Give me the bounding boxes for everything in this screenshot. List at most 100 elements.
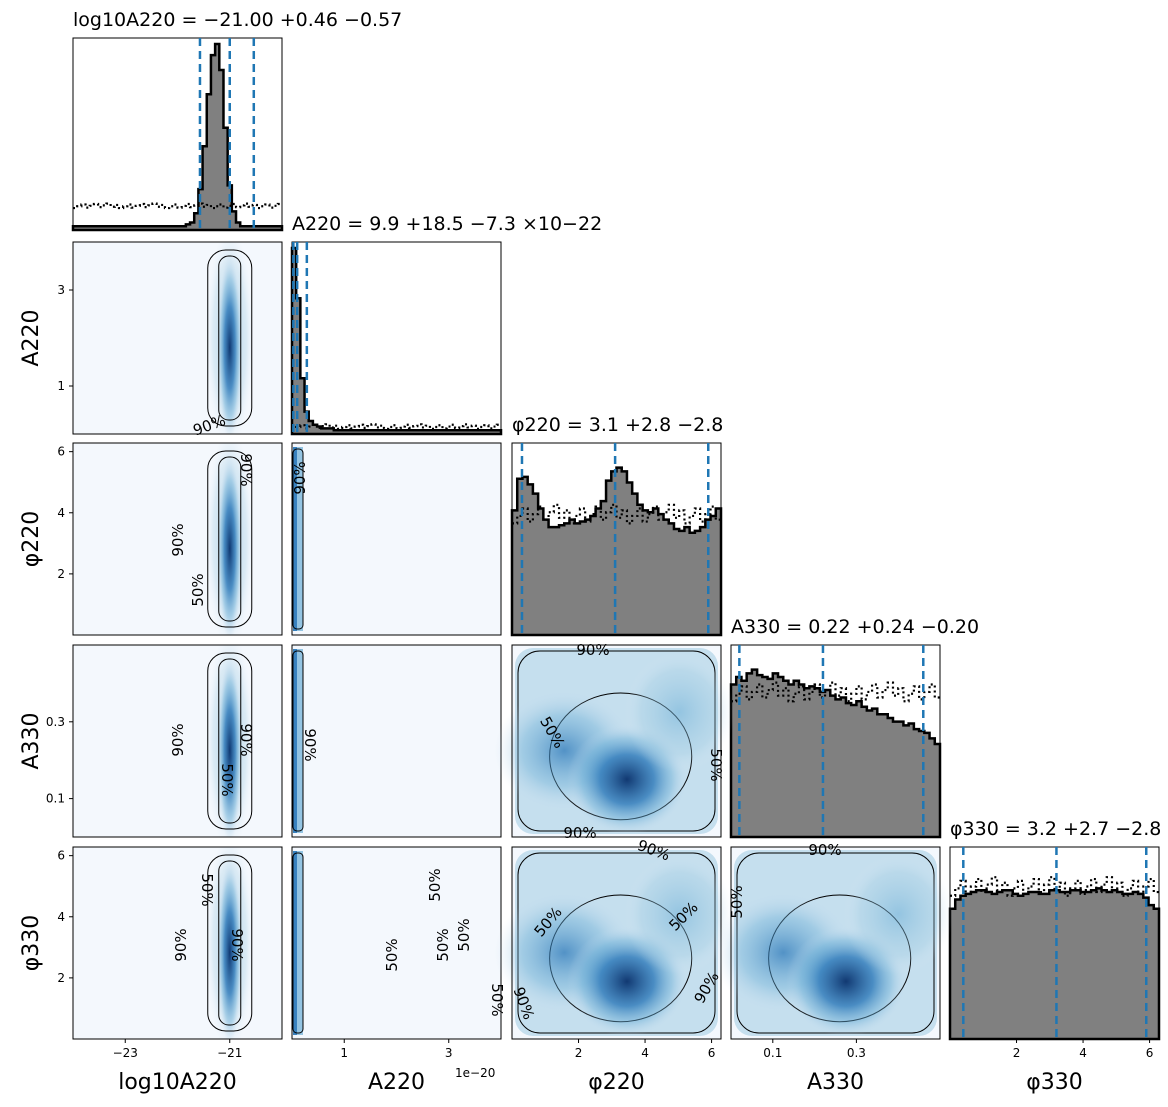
panel-A220-phi220-peak xyxy=(293,447,297,631)
y-axis-label-phi330: φ330 xyxy=(19,915,44,972)
y-tick-label-A220-1: 3 xyxy=(57,283,65,297)
panel-A220-A330-density xyxy=(292,649,304,833)
contour-label-q: 50% xyxy=(383,938,401,971)
panel-A220-A330-core xyxy=(293,649,303,833)
panel-log10A220-A330-density xyxy=(205,645,254,837)
contour-label-j: 90% xyxy=(169,723,187,756)
panel-log10A220-phi330-contour-90 xyxy=(207,854,253,1032)
panel-A330-phi330-blob-c xyxy=(843,854,954,975)
panel-phi220-phi330-blob-c xyxy=(624,854,735,975)
y-tick-label-phi220-1: 4 xyxy=(57,506,65,520)
y-tick-label-A330-0: 0.1 xyxy=(46,792,65,806)
panel-A220-phi220-bg xyxy=(292,443,501,635)
x-axis-label-phi220: φ220 xyxy=(588,1070,645,1095)
title-A330: A330 = 0.22 +0.24 −0.20 xyxy=(731,616,979,638)
panel-A220-phi330-peak xyxy=(293,851,297,1035)
panel-log10A220-A330-contour-90 xyxy=(207,652,253,830)
panel-A330-phi330-frame xyxy=(730,846,941,1040)
contour-label-f: 90% xyxy=(576,641,609,659)
title-phi330: φ330 = 3.2 +2.7 −2.8 xyxy=(950,818,1161,840)
contour-label-t: 50% xyxy=(455,918,473,951)
panel-log10A220-phi220-contour-50 xyxy=(218,456,242,622)
y-axis-label-phi220: φ220 xyxy=(19,511,44,568)
hist-fill-phi330 xyxy=(950,888,1159,1039)
x-axis-label-phi330: φ330 xyxy=(1026,1070,1083,1095)
contour-label-z: 90% xyxy=(808,841,841,859)
labels-layer: log10A220 = −21.00 +0.46 −0.57 A220 = 9.9… xyxy=(19,9,1161,1095)
prior-outline-A220 xyxy=(292,423,501,430)
x-tick-label-A330-0: 0.1 xyxy=(763,1046,782,1060)
x-tick-label-A330-1: 0.3 xyxy=(847,1046,866,1060)
x-axis-label-A330: A330 xyxy=(807,1070,864,1095)
prior-outline-phi220 xyxy=(512,503,721,525)
panel-log10A220-phi330-contour-50 xyxy=(218,860,242,1026)
hist-outline-A330 xyxy=(729,668,942,839)
x-axis-label-A220: A220 xyxy=(368,1070,425,1095)
panel-log10A220-phi330-density xyxy=(205,847,254,1039)
x-tick-label-phi220-1: 4 xyxy=(641,1046,649,1060)
prior-outline-phi330 xyxy=(950,876,1159,897)
contour-label-b: 90% xyxy=(237,453,255,486)
y-tick-label-A220-0: 1 xyxy=(57,379,65,393)
title-A220: A220 = 9.9 +18.5 −7.3 ×10−22 xyxy=(292,213,602,235)
title-log10A220: log10A220 = −21.00 +0.46 −0.57 xyxy=(73,9,402,31)
hist-panel-A220 xyxy=(291,241,502,435)
panel-A220-phi330-contour-90 xyxy=(292,852,304,1034)
panel-A220-phi330-core xyxy=(293,851,303,1035)
x-tick-label-phi330-1: 4 xyxy=(1079,1046,1087,1060)
panel-A220-phi220-contour-90 xyxy=(292,448,304,630)
panel-log10A220-phi220-contour-90 xyxy=(207,450,253,628)
contour-label-p: 90% xyxy=(228,928,246,961)
panel-A220-A330-bg xyxy=(292,645,501,837)
contour-label-d: 50% xyxy=(189,573,207,606)
contour-label-c: 90% xyxy=(169,523,187,556)
x-tick-label-phi220-2: 6 xyxy=(708,1046,716,1060)
x-tick-label-phi330-0: 2 xyxy=(1013,1046,1021,1060)
x-tick-label-log10A220-0: −23 xyxy=(113,1046,138,1060)
panel-phi220-A330-frame xyxy=(511,644,722,838)
contour-label-o: 90% xyxy=(172,928,190,961)
panel-A220-phi330-bg xyxy=(292,847,501,1039)
panel-log10A220-A220-contour-50 xyxy=(218,255,242,421)
panels-layer xyxy=(69,37,1161,1043)
panel-log10A220-A220-contour-90 xyxy=(207,249,253,427)
title-phi220: φ220 = 3.1 +2.8 −2.8 xyxy=(512,414,723,436)
contour-label-e: 90% xyxy=(291,461,309,494)
panel-log10A220-A330-core xyxy=(217,658,242,837)
y-axis-label-A220: A220 xyxy=(19,309,44,366)
y-tick-label-phi330-1: 4 xyxy=(57,910,65,924)
x-tick-label-A220-0: 1 xyxy=(340,1046,348,1060)
panel-log10A220-phi330-core xyxy=(217,860,242,1039)
y-axis-label-A330: A330 xyxy=(19,712,44,769)
panel-A220-phi220-frame xyxy=(291,442,502,636)
hist-fill-phi220 xyxy=(512,467,721,635)
panel-log10A220-A220-frame xyxy=(72,241,283,435)
contour-label-s: 50% xyxy=(434,928,452,961)
x-tick-label-log10A220-1: −21 xyxy=(217,1046,242,1060)
contour-label-aa: 50% xyxy=(728,885,746,918)
contour-label-u: 50% xyxy=(488,983,506,1016)
contour-label-i: 90% xyxy=(563,824,596,842)
panel-log10A220-phi220-core xyxy=(217,456,242,635)
contour-label-n: 50% xyxy=(198,873,216,906)
y-tick-label-A330-1: 0.3 xyxy=(46,715,65,729)
panel-A220-phi220-core xyxy=(293,447,303,631)
panel-A220-A330-contour-90 xyxy=(292,650,304,832)
panel-log10A220-phi220-density xyxy=(205,443,254,635)
hist-fill-A330 xyxy=(731,669,940,837)
hist-panel-log10A220 xyxy=(72,37,283,231)
contour-label-k: 90% xyxy=(237,723,255,756)
prior-outline-A330 xyxy=(731,681,940,703)
prior-outline-log10A220 xyxy=(73,202,282,210)
contour-label-h: 50% xyxy=(707,748,725,781)
x-axis-label-log10A220: log10A220 xyxy=(118,1070,237,1095)
panel-log10A220-A220-core xyxy=(217,255,242,434)
x-sci-offset-A220: 1e−20 xyxy=(455,1066,495,1080)
contour-label-m: 90% xyxy=(301,728,319,761)
x-tick-label-A220-1: 3 xyxy=(445,1046,453,1060)
x-tick-label-phi220-0: 2 xyxy=(575,1046,583,1060)
contour-label-r: 50% xyxy=(426,868,444,901)
y-tick-label-phi330-2: 6 xyxy=(57,849,65,863)
y-tick-label-phi220-2: 6 xyxy=(57,445,65,459)
